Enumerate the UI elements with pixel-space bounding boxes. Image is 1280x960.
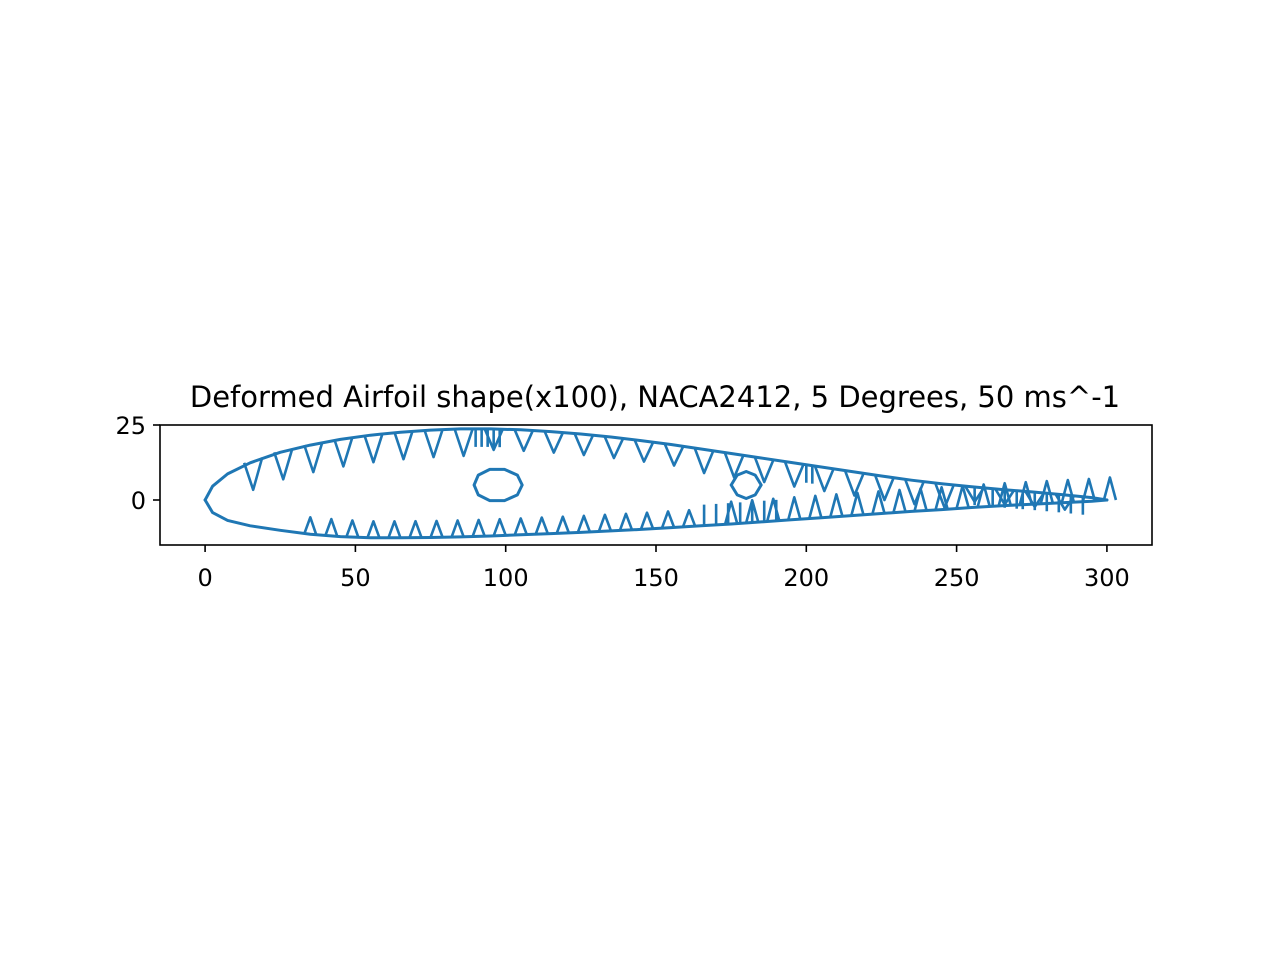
- lower-truss-member: [429, 519, 444, 538]
- lower-truss-member: [618, 512, 634, 531]
- upper-truss-member: [242, 457, 264, 492]
- main-spar-circle: [472, 467, 524, 503]
- lower-truss-member: [450, 519, 465, 538]
- x-tick-label: 300: [1084, 564, 1130, 592]
- x-axis: 0 50 100 150 200 250 300: [197, 545, 1130, 592]
- lower-truss-member: [681, 508, 697, 528]
- upper-truss-member: [663, 443, 685, 467]
- lower-truss-member: [808, 494, 823, 519]
- upper-truss-member: [814, 466, 835, 493]
- lower-truss-member: [871, 490, 886, 515]
- x-tick-label: 200: [783, 564, 829, 592]
- y-tick-label: 25: [115, 412, 146, 440]
- upper-truss-member: [543, 431, 564, 454]
- lower-truss-member: [829, 493, 844, 518]
- lower-truss-member: [324, 517, 339, 538]
- upper-truss-member: [423, 429, 444, 459]
- upper-truss-member: [393, 430, 414, 461]
- lower-truss-member: [597, 513, 613, 532]
- x-tick-label: 150: [633, 564, 679, 592]
- lower-truss-member: [1018, 480, 1034, 505]
- internal-structure: [242, 428, 1118, 539]
- lower-truss-member: [576, 514, 592, 533]
- lower-truss-member: [934, 485, 949, 511]
- lower-truss-member: [639, 511, 655, 530]
- upper-truss-member: [333, 436, 354, 468]
- upper-truss-member: [874, 475, 895, 502]
- x-tick-label: 100: [483, 564, 529, 592]
- upper-truss-member: [693, 448, 715, 475]
- upper-truss-member: [363, 433, 384, 464]
- y-axis: 0 25: [115, 412, 160, 515]
- upper-truss-member: [603, 436, 625, 460]
- lower-truss-member: [660, 510, 676, 529]
- lower-truss-member: [513, 517, 528, 536]
- x-tick-label: 250: [934, 564, 980, 592]
- x-tick-label: 0: [197, 564, 212, 592]
- upper-surface-line: [203, 427, 1109, 502]
- lower-truss-member: [534, 516, 549, 535]
- lower-truss-member: [303, 516, 318, 536]
- lower-surface-line: [203, 498, 1109, 540]
- lower-truss-member: [913, 487, 928, 512]
- lower-truss-member: [492, 517, 507, 537]
- upper-truss-member: [303, 441, 324, 474]
- lower-truss-member: [997, 481, 1012, 507]
- lower-truss-member: [1102, 476, 1118, 501]
- lower-truss-member: [892, 488, 907, 513]
- lower-truss-member: [1039, 479, 1055, 504]
- lower-truss-member: [471, 518, 486, 537]
- upper-truss-member: [513, 429, 534, 453]
- lower-truss-member: [408, 519, 423, 539]
- y-tick-label: 0: [131, 487, 146, 515]
- upper-truss-member: [753, 457, 775, 484]
- lower-truss-member: [976, 483, 991, 508]
- rear-spar-circle: [729, 470, 763, 500]
- lower-truss-member: [744, 498, 760, 524]
- upper-truss-member: [934, 483, 955, 510]
- lower-truss-member: [366, 519, 381, 539]
- lower-truss-member: [1081, 477, 1097, 502]
- lower-truss-member: [850, 491, 865, 516]
- lower-truss-member: [787, 495, 802, 521]
- upper-truss-member: [844, 471, 865, 497]
- chart-title: Deformed Airfoil shape(x100), NACA2412, …: [190, 380, 1120, 414]
- upper-truss-member: [573, 433, 595, 457]
- lower-truss-member: [555, 515, 571, 534]
- lower-truss-member: [387, 519, 402, 539]
- x-tick-label: 50: [340, 564, 371, 592]
- lower-truss-member: [345, 519, 360, 538]
- series-group: [203, 427, 1109, 540]
- upper-truss-member: [272, 448, 294, 481]
- upper-truss-member: [453, 428, 474, 458]
- upper-truss-member: [633, 440, 655, 463]
- upper-truss-member: [784, 462, 805, 488]
